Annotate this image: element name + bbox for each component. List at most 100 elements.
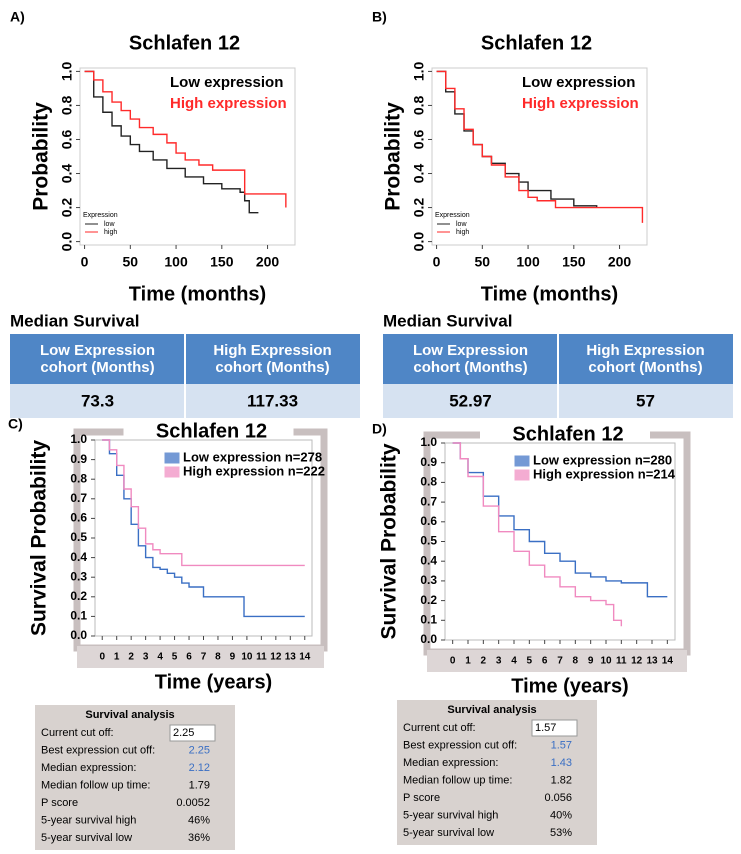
value-cell: 117.33 — [247, 391, 298, 410]
header-text: Low Expression cohort (Months) — [39, 342, 156, 376]
legend-swatch — [164, 452, 180, 464]
row-label: 5-year survival high — [41, 814, 136, 826]
y-tick-label: 0.2 — [70, 589, 87, 603]
plot-frame — [79, 67, 296, 246]
plot-frame — [431, 67, 648, 246]
x-tick-label: 0 — [99, 652, 105, 663]
header-text: High Expression cohort (Months) — [586, 342, 705, 376]
survival-curve — [84, 70, 259, 214]
y-tick-label: 0.5 — [420, 534, 437, 548]
row-label: Best expression cut off: — [41, 744, 155, 756]
x-tick-label: 200 — [608, 254, 632, 270]
y-tick-label: 0.0 — [420, 632, 437, 646]
legend-label: low — [456, 221, 467, 228]
legend-label: High expression n=222 — [183, 463, 325, 478]
x-tick-label: 11 — [256, 652, 267, 663]
y-tick-label: 0.0 — [59, 232, 75, 252]
row-value: 0.0052 — [176, 797, 210, 809]
x-tick-label: 10 — [241, 652, 253, 663]
y-tick-label: 0.7 — [70, 491, 87, 505]
legend-title: Expression — [83, 212, 118, 219]
x-axis-label: Time (months) — [481, 283, 618, 305]
header-cell: Low Expression cohort (Months) — [412, 342, 529, 376]
annotation: Low expression — [522, 74, 635, 91]
x-tick-label: 1 — [114, 652, 120, 663]
x-tick-label: 2 — [128, 652, 134, 663]
table-title: Median Survival — [383, 311, 512, 330]
survival-curve — [452, 442, 668, 598]
y-tick-label: 0.9 — [420, 455, 437, 469]
y-tick-label: 1.0 — [59, 61, 75, 81]
x-tick-label: 3 — [496, 656, 502, 667]
x-tick-label: 50 — [475, 254, 491, 270]
row-value: 1.79 — [189, 779, 210, 791]
row-value: 46% — [188, 814, 210, 826]
x-axis-label: Time (years) — [155, 671, 272, 693]
annotation: High expression — [170, 95, 287, 112]
x-tick-label: 11 — [616, 656, 627, 667]
tick-band — [77, 646, 324, 668]
legend-label: high — [456, 229, 469, 236]
panel-label: A) — [10, 9, 25, 25]
legend-swatch — [514, 469, 530, 481]
plot-frame — [94, 439, 313, 637]
y-tick-label: 0.2 — [411, 198, 427, 218]
row-value: 40% — [550, 809, 572, 821]
value-cell: 73.3 — [81, 391, 114, 410]
x-tick-label: 5 — [527, 656, 533, 667]
y-tick-label: 1.0 — [420, 435, 437, 449]
row-label: Current cut off: — [41, 727, 114, 739]
x-tick-label: 8 — [573, 656, 579, 667]
y-tick-label: 0.2 — [420, 593, 437, 607]
header-cell: High Expression cohort (Months) — [213, 342, 331, 376]
x-tick-label: 3 — [143, 652, 149, 663]
header-cell: Low Expression cohort (Months) — [39, 342, 156, 376]
survival-curve — [452, 442, 623, 627]
x-tick-label: 7 — [557, 656, 563, 667]
y-tick-label: 0.8 — [70, 471, 87, 485]
chart-title: Schlafen 12 — [156, 420, 267, 442]
x-tick-label: 13 — [285, 652, 297, 663]
row-label: Median expression: — [41, 762, 136, 774]
legend-swatch — [164, 466, 180, 478]
y-tick-label: 0.1 — [420, 612, 437, 626]
x-tick-label: 5 — [172, 652, 178, 663]
y-tick-label: 0.4 — [59, 164, 75, 184]
input-box — [169, 724, 216, 742]
row-label: 5-year survival low — [41, 832, 132, 844]
row-label: 5-year survival low — [403, 827, 494, 839]
x-tick-label: 0 — [433, 254, 441, 270]
y-tick-label: 0.1 — [70, 609, 87, 623]
row-value: 1.57 — [535, 722, 556, 734]
y-tick-label: 0.6 — [59, 130, 75, 150]
panel-label: D) — [372, 421, 387, 437]
y-tick-label: 0.6 — [420, 514, 437, 528]
y-tick-label: 1.0 — [70, 432, 87, 446]
y-tick-label: 0.2 — [59, 198, 75, 218]
legend-label: low — [104, 221, 115, 228]
header-cell: High Expression cohort (Months) — [586, 342, 705, 376]
legend-label: high — [104, 229, 117, 236]
header-text: Low Expression cohort (Months) — [412, 342, 529, 376]
row-label: Current cut off: — [403, 722, 476, 734]
legend-label: Low expression n=278 — [183, 449, 322, 464]
chart-title: Schlafen 12 — [129, 32, 240, 54]
row-value: 36% — [188, 832, 210, 844]
x-tick-label: 100 — [516, 254, 540, 270]
x-tick-label: 50 — [123, 254, 139, 270]
y-tick-label: 0.5 — [70, 530, 87, 544]
x-tick-label: 150 — [210, 254, 234, 270]
tick-band — [427, 650, 687, 672]
x-tick-label: 200 — [256, 254, 280, 270]
survival-curve — [84, 70, 287, 208]
y-tick-label: 0.4 — [70, 550, 87, 564]
x-tick-label: 100 — [164, 254, 188, 270]
value-cell: 57 — [636, 391, 655, 410]
x-axis-label: Time (years) — [511, 675, 628, 697]
row-label: 5-year survival high — [403, 809, 498, 821]
value-cell: 52.97 — [449, 391, 492, 410]
x-tick-label: 10 — [600, 656, 612, 667]
x-tick-label: 0 — [81, 254, 89, 270]
row-value: 1.57 — [551, 739, 572, 751]
